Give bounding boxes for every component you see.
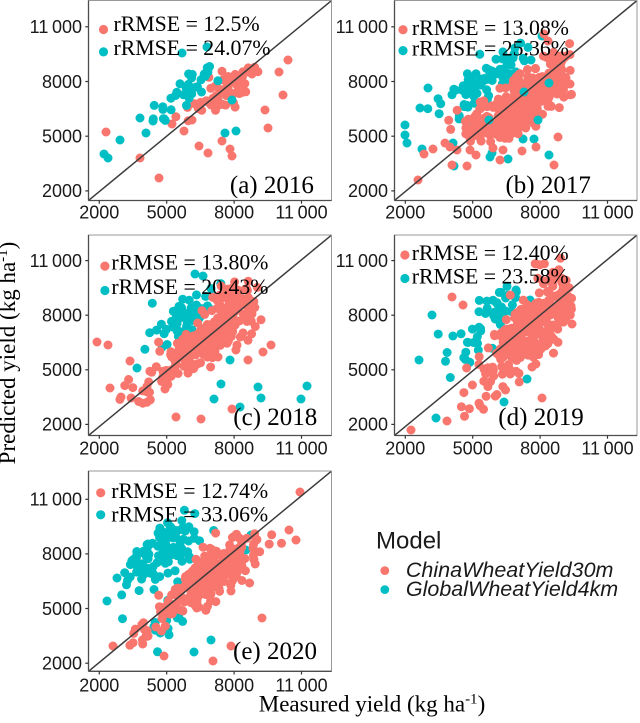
svg-text:rRMSE = 33.06%: rRMSE = 33.06% (111, 502, 268, 526)
svg-text:11 000: 11 000 (275, 439, 327, 459)
svg-text:rRMSE = 24.07%: rRMSE = 24.07% (114, 36, 271, 60)
svg-text:11 000: 11 000 (275, 203, 327, 223)
svg-text:5000: 5000 (42, 360, 82, 380)
svg-text:(e) 2020: (e) 2020 (233, 638, 317, 665)
svg-text:8000: 8000 (42, 544, 82, 564)
svg-text:11 000: 11 000 (30, 17, 82, 37)
svg-text:5000: 5000 (453, 439, 493, 459)
svg-text:ChinaWheatYield30m: ChinaWheatYield30m (406, 558, 614, 582)
svg-text:(c) 2018: (c) 2018 (233, 404, 317, 431)
svg-text:8000: 8000 (42, 306, 82, 326)
svg-text:8000: 8000 (214, 676, 254, 696)
svg-text:8000: 8000 (42, 72, 82, 92)
svg-text:5000: 5000 (348, 127, 388, 147)
svg-text:2000: 2000 (385, 203, 425, 223)
svg-text:2000: 2000 (348, 415, 388, 435)
svg-text:5000: 5000 (42, 127, 82, 147)
svg-text:5000: 5000 (147, 676, 187, 696)
svg-text:5000: 5000 (147, 203, 187, 223)
svg-text:8000: 8000 (214, 203, 254, 223)
svg-text:rRMSE = 13.08%: rRMSE = 13.08% (412, 16, 569, 40)
svg-text:11 000: 11 000 (336, 251, 388, 271)
svg-text:2000: 2000 (348, 181, 388, 201)
svg-text:2000: 2000 (79, 676, 119, 696)
svg-text:2000: 2000 (42, 415, 82, 435)
svg-text:(b) 2017: (b) 2017 (505, 172, 590, 199)
svg-text:11 000: 11 000 (581, 203, 633, 223)
svg-text:Model: Model (376, 528, 441, 555)
svg-text:Predicted yield (kg ha-1): Predicted yield (kg ha-1) (0, 242, 20, 465)
svg-text:5000: 5000 (147, 439, 187, 459)
svg-text:11 000: 11 000 (30, 490, 82, 510)
svg-text:8000: 8000 (214, 439, 254, 459)
svg-text:rRMSE = 20.43%: rRMSE = 20.43% (111, 275, 268, 299)
svg-text:rRMSE = 25.36%: rRMSE = 25.36% (412, 37, 569, 61)
svg-text:rRMSE = 23.58%: rRMSE = 23.58% (412, 264, 569, 288)
svg-text:Measured yield (kg ha-1): Measured yield (kg ha-1) (259, 692, 485, 717)
svg-text:11 000: 11 000 (581, 439, 633, 459)
svg-text:8000: 8000 (348, 72, 388, 92)
svg-text:8000: 8000 (520, 203, 560, 223)
svg-text:GlobalWheatYield4km: GlobalWheatYield4km (406, 577, 618, 601)
svg-text:8000: 8000 (348, 306, 388, 326)
svg-text:8000: 8000 (520, 439, 560, 459)
svg-text:5000: 5000 (348, 360, 388, 380)
svg-text:2000: 2000 (42, 654, 82, 674)
svg-text:2000: 2000 (79, 203, 119, 223)
svg-text:11 000: 11 000 (275, 676, 327, 696)
svg-text:(a) 2016: (a) 2016 (230, 172, 314, 199)
svg-text:rRMSE = 12.40%: rRMSE = 12.40% (412, 241, 569, 265)
svg-text:11 000: 11 000 (30, 251, 82, 271)
svg-text:2000: 2000 (79, 439, 119, 459)
svg-text:5000: 5000 (42, 599, 82, 619)
svg-text:(d) 2019: (d) 2019 (498, 404, 583, 431)
svg-text:2000: 2000 (385, 439, 425, 459)
svg-text:rRMSE = 12.5%: rRMSE = 12.5% (114, 12, 260, 36)
svg-text:rRMSE = 13.80%: rRMSE = 13.80% (111, 250, 268, 274)
svg-text:5000: 5000 (453, 203, 493, 223)
svg-text:rRMSE = 12.74%: rRMSE = 12.74% (111, 479, 268, 503)
svg-text:2000: 2000 (42, 181, 82, 201)
svg-text:11 000: 11 000 (336, 17, 388, 37)
